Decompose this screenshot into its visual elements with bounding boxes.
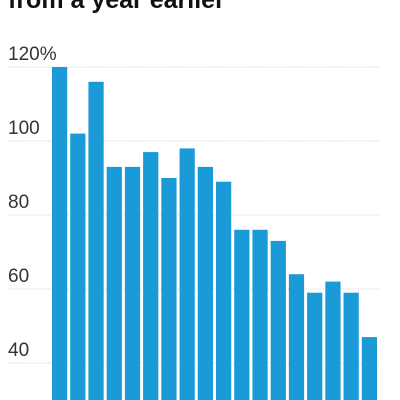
bar-11 (234, 229, 250, 400)
bar-9 (197, 166, 213, 400)
bar-18 (361, 337, 377, 400)
bar-4 (106, 166, 122, 400)
bar-15 (307, 292, 323, 400)
bar-1 (52, 67, 68, 400)
y-tick-label-100: 100 (8, 118, 40, 139)
bar-12 (252, 229, 268, 400)
bar-5 (124, 166, 141, 400)
y-tick-label-120: 120% (8, 44, 57, 65)
bar-13 (270, 240, 286, 400)
bar-14 (288, 274, 305, 400)
bar-2 (70, 133, 86, 400)
y-tick-label-60: 60 (8, 266, 29, 287)
bar-8 (179, 148, 195, 400)
bars (52, 67, 377, 400)
bar-6 (143, 152, 159, 400)
chart-title: from a year earlier (8, 0, 225, 14)
bar-7 (161, 178, 177, 400)
bar-3 (88, 81, 104, 400)
y-tick-label-40: 40 (8, 340, 29, 361)
bar-10 (216, 181, 232, 400)
bar-17 (343, 292, 359, 400)
y-tick-label-80: 80 (8, 192, 29, 213)
y-axis-ticks: 40 60 80 100 120% (8, 44, 57, 361)
bar-16 (325, 281, 341, 400)
